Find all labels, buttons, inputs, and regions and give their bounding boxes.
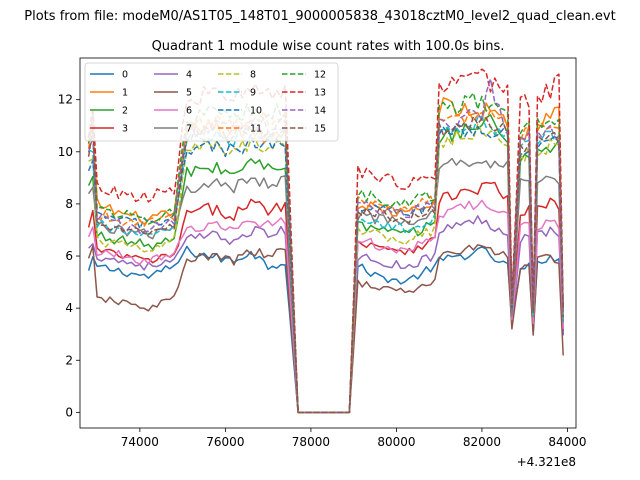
x-tick-label: 76000 (206, 435, 244, 449)
series-line-3 (87, 181, 564, 414)
legend-label: 1 (122, 88, 128, 99)
y-tick-label: 6 (65, 249, 73, 263)
series-line-11 (87, 109, 564, 414)
series-line-15 (87, 116, 564, 414)
legend-label: 3 (122, 124, 128, 135)
x-offset-label: +4.321e8 (517, 455, 576, 469)
legend-frame (84, 62, 339, 142)
legend-label: 7 (186, 124, 192, 135)
series-line-1 (87, 97, 564, 414)
y-tick-label: 10 (58, 145, 73, 159)
series-line-4 (88, 215, 564, 414)
legend-label: 13 (314, 88, 326, 99)
series-line-7 (87, 157, 564, 414)
y-axis: 0 2 4 6 8 10 12 (58, 93, 80, 419)
legend-label: 8 (250, 70, 256, 81)
y-tick-label: 8 (65, 197, 73, 211)
x-axis: 74000 76000 78000 80000 82000 84000 (121, 428, 587, 449)
legend-label: 14 (314, 106, 326, 117)
x-tick-label: 84000 (548, 435, 586, 449)
legend-label: 11 (250, 124, 262, 135)
legend-label: 4 (186, 70, 192, 81)
series-line-0 (87, 245, 564, 414)
legend-label: 2 (122, 106, 128, 117)
legend-label: 10 (250, 106, 262, 117)
series-line-14 (87, 78, 564, 414)
y-tick-label: 2 (65, 353, 73, 367)
legend-label: 15 (314, 124, 326, 135)
chart-title: Quadrant 1 module wise count rates with … (152, 39, 505, 54)
series-line-5 (87, 244, 564, 414)
legend-label: 0 (122, 70, 128, 81)
x-tick-label: 80000 (377, 435, 415, 449)
series-line-6 (87, 199, 564, 414)
y-tick-label: 4 (65, 301, 73, 315)
legend-label: 6 (186, 106, 192, 117)
series-layer (87, 68, 564, 414)
y-tick-label: 12 (58, 93, 73, 107)
series-line-2 (87, 114, 564, 414)
figure-suptitle: Plots from file: modeM0/AS1T05_148T01_90… (24, 9, 615, 24)
legend-label: 9 (250, 88, 256, 99)
x-tick-label: 74000 (121, 435, 159, 449)
legend-label: 5 (186, 88, 192, 99)
x-tick-label: 82000 (463, 435, 501, 449)
x-tick-label: 78000 (292, 435, 330, 449)
plot-frame (79, 57, 577, 429)
series-line-10 (87, 123, 564, 414)
y-tick-label: 0 (65, 405, 73, 419)
legend-label: 12 (314, 70, 326, 81)
series-line-8 (88, 123, 564, 414)
